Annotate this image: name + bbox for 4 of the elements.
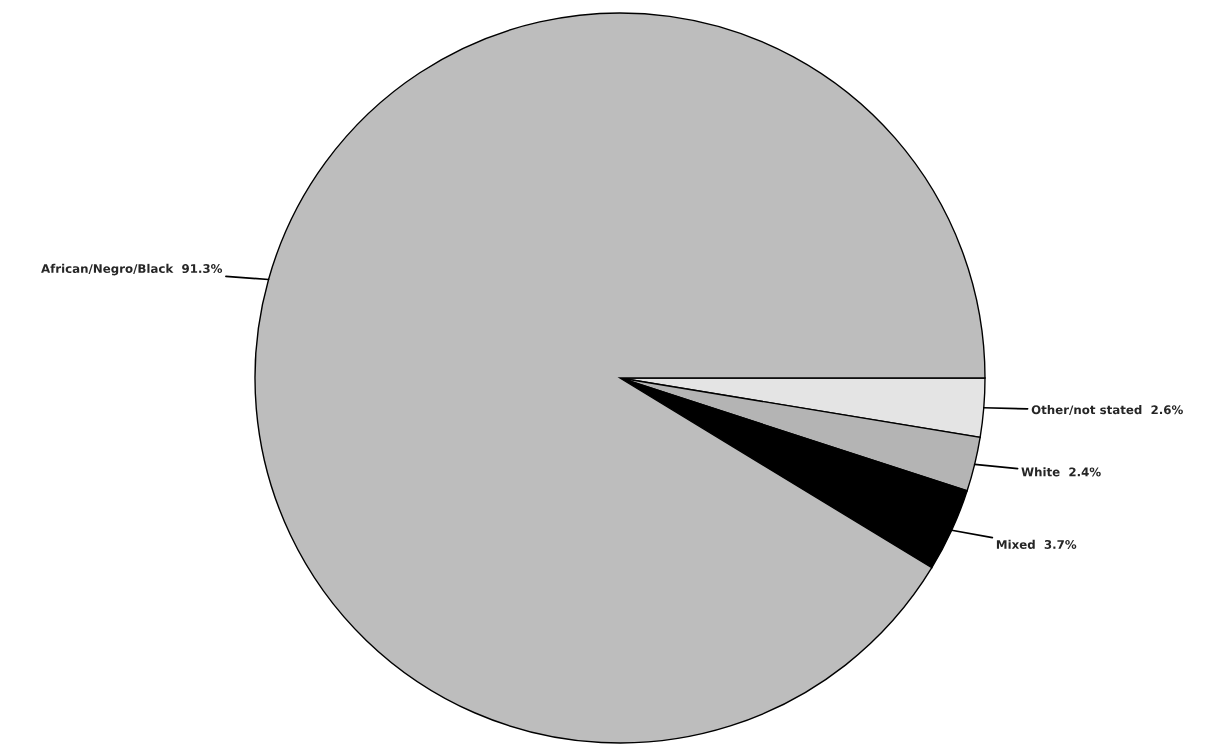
slice-label: Mixed 3.7% — [996, 539, 1077, 549]
slice-label: African/Negro/Black 91.3% — [41, 263, 223, 276]
slice-label: White 2.4% — [1021, 467, 1101, 477]
slice-label: Other/not stated 2.6% — [1031, 405, 1183, 416]
